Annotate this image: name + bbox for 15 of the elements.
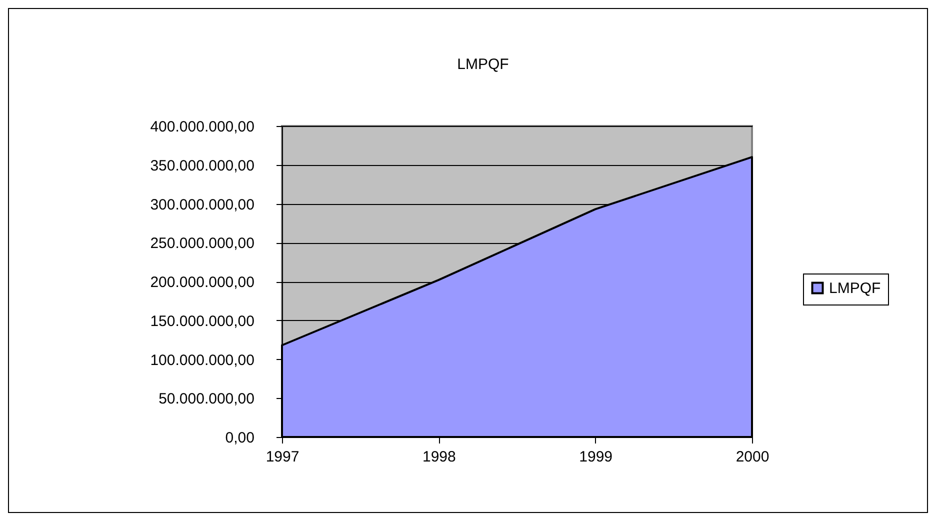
x-tick-label: 1998: [422, 448, 456, 466]
legend-label: LMPQF: [829, 280, 881, 297]
y-tick-label: 400.000.000,00: [150, 118, 254, 136]
y-tick-label: 350.000.000,00: [150, 157, 254, 174]
y-tick-label: 250.000.000,00: [150, 235, 254, 252]
y-tick-label: 200.000.000,00: [150, 274, 254, 291]
y-tick-label: 150.000.000,00: [150, 312, 254, 330]
x-tick-label: 1999: [579, 448, 613, 466]
x-tick-label: 1997: [266, 448, 300, 466]
y-tick-label: 50.000.000,00: [158, 390, 254, 408]
chart-title: LMPQF: [457, 56, 509, 73]
y-tick-label: 0,00: [225, 430, 254, 446]
y-tick-label: 300.000.000,00: [150, 196, 254, 214]
y-tick-label: 100.000.000,00: [150, 352, 254, 369]
x-tick-label: 2000: [736, 448, 770, 466]
